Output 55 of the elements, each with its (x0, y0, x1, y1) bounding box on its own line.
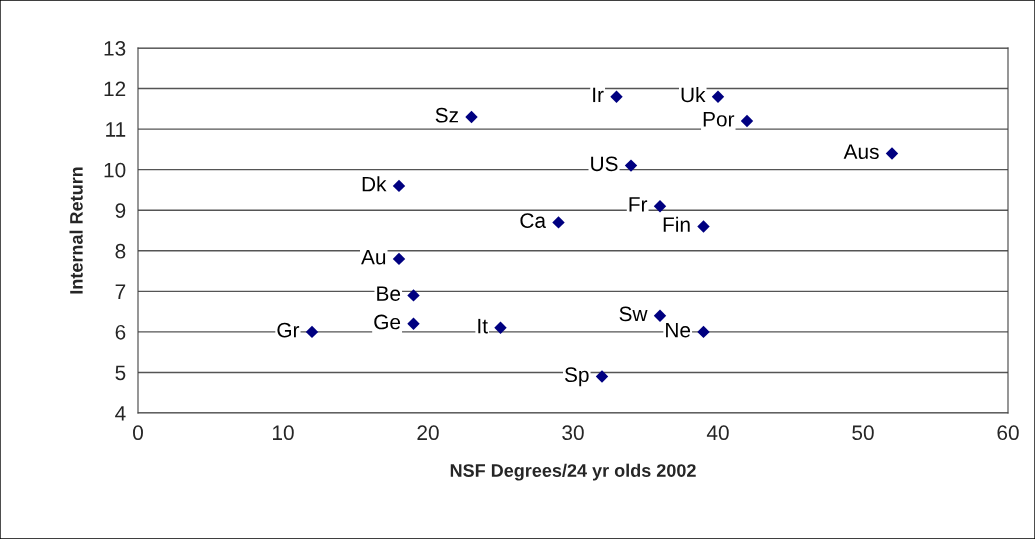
y-tick-label: 6 (115, 324, 126, 340)
point (885, 147, 899, 160)
point (305, 325, 319, 339)
y-tick-label: 9 (115, 203, 126, 218)
y-tick-label: 10 (104, 162, 126, 178)
x-tick-label: 20 (417, 425, 439, 441)
annotation: Fin (663, 216, 690, 232)
x-tick-label: 40 (706, 425, 729, 441)
x-tick-label: 0 (133, 425, 143, 441)
point (653, 309, 667, 322)
y-tick-label: 11 (106, 122, 126, 137)
annotation: Fr (629, 197, 648, 212)
y-axis-title: Internal Return (69, 167, 83, 294)
y-tick-label: 8 (115, 243, 126, 259)
point (552, 216, 565, 229)
x-tick-label: 30 (562, 425, 584, 441)
annotation: It (478, 318, 488, 334)
y-tick-label: 13 (104, 41, 126, 56)
annotation: Uk (681, 86, 706, 103)
y-tick-label: 5 (115, 365, 126, 381)
point (595, 370, 609, 383)
annotation: Por (703, 112, 735, 127)
point (653, 199, 667, 213)
point (624, 159, 638, 172)
point (407, 289, 420, 302)
annotation: Gr (277, 322, 300, 338)
annotation: Dk (362, 176, 387, 192)
annotation: Ne (666, 322, 691, 338)
x-axis-title: NSF Degrees/24 yr olds 2002 (450, 463, 696, 481)
annotation: Ge (374, 314, 401, 330)
x-tick-label: 60 (997, 425, 1019, 441)
point (392, 179, 406, 193)
point (610, 90, 623, 103)
annotation: Aus (843, 144, 879, 160)
point (697, 325, 710, 339)
point (740, 114, 754, 128)
annotation: Be (377, 286, 401, 301)
y-tick-label: 4 (115, 406, 126, 421)
point (407, 317, 420, 330)
x-tick-label: 10 (273, 425, 294, 441)
annotation: Sw (619, 306, 648, 322)
point (711, 90, 725, 103)
point (697, 220, 710, 233)
annotation: Sz (435, 107, 458, 123)
annotation: Au (361, 249, 386, 265)
annotation: Ir (593, 87, 604, 103)
y-tick-label: 12 (104, 81, 126, 97)
point (465, 110, 478, 124)
annotation: US (591, 156, 618, 172)
point (494, 321, 507, 335)
x-tick-label: 50 (852, 425, 874, 441)
annotation: Ca (520, 213, 546, 228)
annotation: Sp (564, 367, 589, 387)
y-tick-label: 7 (115, 284, 126, 299)
point (392, 252, 406, 266)
